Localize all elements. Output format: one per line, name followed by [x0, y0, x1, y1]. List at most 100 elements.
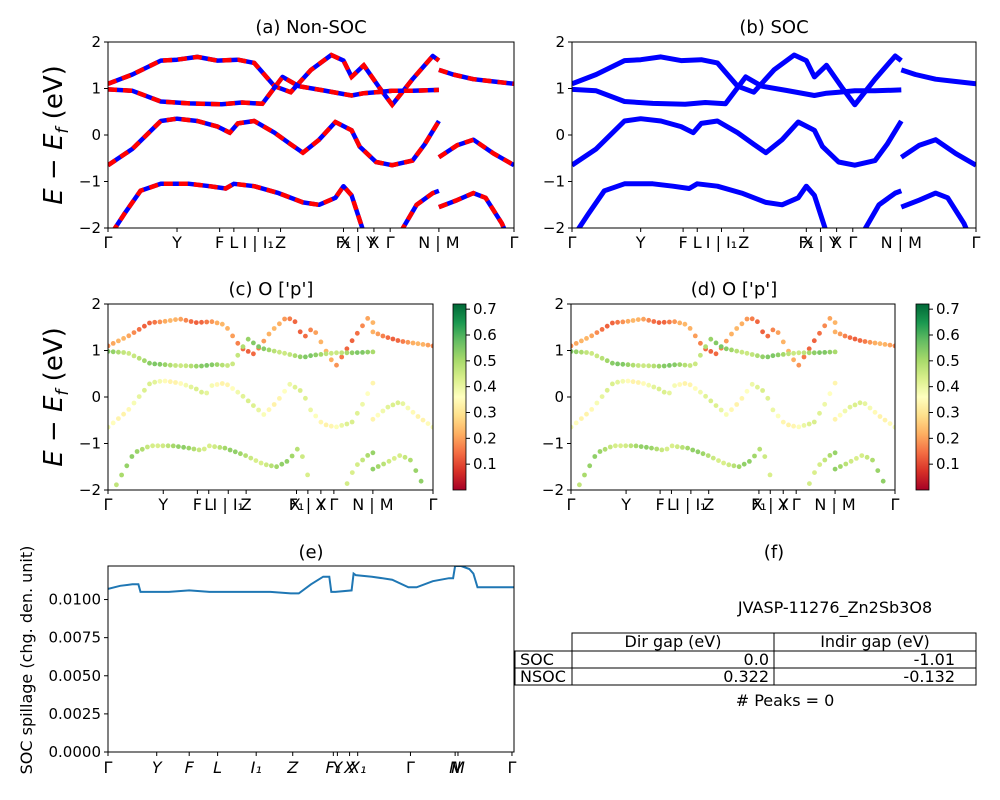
kpath-label: I | I₁ — [243, 233, 274, 252]
projection-point — [882, 342, 888, 347]
projection-point — [864, 454, 870, 460]
projection-point — [775, 352, 781, 358]
projection-point — [413, 468, 419, 473]
spillage-line — [108, 566, 514, 595]
projection-point — [390, 336, 396, 342]
projection-point — [801, 350, 807, 356]
projection-point — [698, 389, 703, 395]
projection-point — [230, 333, 236, 339]
projection-point — [400, 339, 406, 344]
projection-point — [682, 362, 688, 368]
projection-point — [152, 319, 158, 325]
projection-point — [680, 445, 685, 450]
y-tick-label: 0.0025 — [49, 705, 102, 723]
projection-point — [811, 419, 817, 425]
projection-point — [786, 422, 791, 428]
colorbar-tick-label: 0.2 — [936, 429, 960, 447]
projection-point — [736, 464, 742, 470]
projection-point — [857, 400, 863, 406]
projection-point — [752, 453, 757, 459]
projection-point — [584, 350, 589, 355]
colorbar-tick-label: 0.5 — [473, 352, 497, 370]
projection-point — [181, 444, 187, 450]
projection-point — [837, 331, 843, 337]
projection-point — [183, 317, 189, 323]
projection-point — [607, 444, 613, 450]
projection-point — [116, 349, 121, 355]
projection-point — [114, 482, 119, 488]
projection-point — [386, 458, 392, 464]
y-tick-label: 2 — [555, 33, 565, 51]
projection-point — [760, 388, 765, 393]
projection-point — [628, 443, 634, 449]
projection-point — [723, 346, 729, 352]
projection-point — [630, 379, 636, 385]
projection-point — [739, 321, 745, 327]
projection-point — [817, 462, 823, 467]
projection-point — [126, 333, 132, 339]
colorbar-tick-label: 0.4 — [473, 378, 497, 396]
colorbars: 0.7 0.6 0.5 0.4 0.3 0.2 0.1 0.7 0.6 0.5 0.4 0.3 0.2 0… — [452, 300, 960, 491]
projection-point — [134, 449, 140, 454]
projection-point — [339, 423, 345, 428]
projection-point — [121, 336, 126, 341]
projection-point — [604, 323, 610, 329]
projection-point — [287, 352, 293, 357]
projection-point — [328, 423, 334, 429]
ylabel-top: E − Ef (eV) — [39, 65, 73, 205]
projection-point — [365, 391, 371, 397]
projection-point — [370, 380, 376, 386]
colorbar-tick-label: 0.7 — [473, 300, 497, 318]
projection-point — [695, 449, 701, 455]
projection-point — [604, 358, 610, 364]
y-tick-label: −2 — [543, 219, 565, 237]
projection-point — [131, 353, 137, 359]
projection-point — [349, 470, 355, 475]
projection-point — [744, 388, 750, 394]
kpath-label: L — [204, 495, 213, 514]
projection-point — [589, 351, 595, 356]
projection-point — [765, 354, 771, 360]
projection-point — [832, 380, 838, 386]
kpath-label: Γ — [568, 233, 577, 252]
kpath-label: Y — [157, 495, 168, 514]
projection-point — [571, 424, 574, 430]
projection-point — [687, 382, 693, 388]
projection-point — [370, 349, 376, 355]
projection-point — [110, 349, 116, 355]
kpath-label: X | Y — [752, 495, 789, 514]
projection-point — [760, 329, 765, 335]
projection-point — [121, 350, 126, 355]
projection-point — [848, 458, 854, 464]
projection-point — [313, 352, 319, 358]
projection-point — [339, 354, 345, 360]
table-cell: 0.0 — [744, 650, 769, 669]
projection-point — [744, 350, 750, 356]
projection-point — [328, 350, 334, 356]
projection-point — [108, 349, 111, 354]
projection-point — [847, 404, 853, 410]
projection-point — [269, 463, 274, 469]
projection-point — [651, 319, 657, 324]
projection-point — [667, 319, 672, 325]
projection-point — [410, 409, 416, 415]
projection-point — [604, 387, 610, 393]
band-line-dashed — [438, 190, 507, 228]
projection-point — [610, 320, 615, 326]
projection-point — [635, 363, 641, 368]
projection-point — [408, 457, 413, 463]
projection-point — [214, 382, 220, 387]
projection-point — [251, 403, 256, 408]
projection-point — [669, 443, 675, 449]
projection-point — [674, 444, 680, 450]
projection-point — [261, 338, 267, 344]
projection-point — [710, 455, 716, 461]
axes-frame — [107, 565, 515, 753]
projection-point — [729, 331, 734, 337]
projection-point — [160, 443, 166, 449]
projection-point — [599, 394, 605, 399]
projection-point — [297, 354, 303, 360]
projection-point — [615, 379, 620, 385]
projection-point — [108, 424, 111, 430]
projection-point — [757, 446, 763, 452]
